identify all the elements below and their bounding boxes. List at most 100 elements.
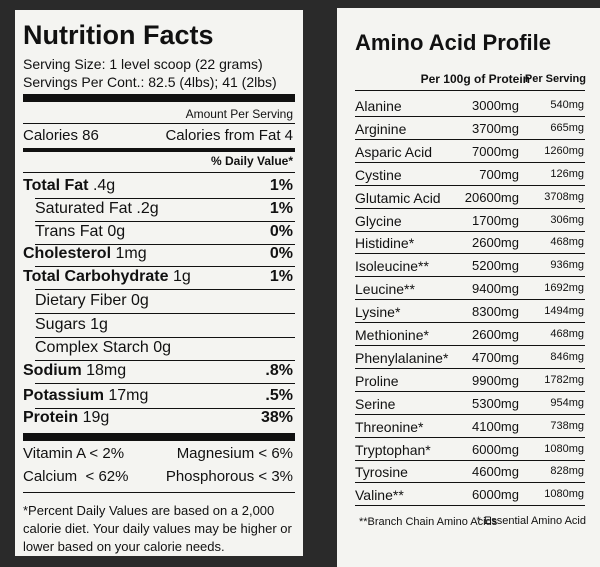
amino-per-serving: 126mg xyxy=(550,167,584,180)
rule xyxy=(355,367,585,369)
footnote-line: lower based on your calorie needs. xyxy=(23,539,225,554)
nutrient-amount: 17mg xyxy=(108,387,149,404)
header-protein: Per 100g of Protein xyxy=(420,72,530,86)
amount-per-serving: Amount Per Serving xyxy=(185,107,293,121)
amino-name: Valine** xyxy=(355,487,404,504)
nutrient-label: Dietary Fiber xyxy=(35,292,127,309)
amino-per-100g: 6000mg xyxy=(472,441,519,457)
rule xyxy=(355,138,585,140)
nutrient-label: Total Carbohydrate xyxy=(23,268,169,285)
daily-value: 38% xyxy=(260,409,293,426)
nutrient-amount: 0g xyxy=(131,292,149,309)
rule xyxy=(355,299,585,301)
nutrient-label: Complex Starch xyxy=(35,339,149,356)
amino-per-serving: 1782mg xyxy=(544,373,584,386)
amino-per-100g: 9400mg xyxy=(472,281,519,297)
amino-name: Leucine** xyxy=(355,281,415,298)
daily-value: 1% xyxy=(269,177,293,194)
rule xyxy=(35,221,295,222)
rule xyxy=(355,345,585,346)
amino-per-100g: 8300mg xyxy=(472,304,519,320)
rule xyxy=(355,322,585,324)
nutrient-line: Complex Starch 0g xyxy=(35,340,171,356)
daily-value: 0% xyxy=(269,245,293,262)
nutrient-line: Dietary Fiber 0g xyxy=(35,293,149,309)
amino-per-serving: 1080mg xyxy=(544,488,584,501)
rule xyxy=(355,276,585,278)
amino-per-serving: 540mg xyxy=(550,99,584,111)
rule xyxy=(35,408,295,409)
amino-name: Serine xyxy=(355,395,396,412)
nutrient-amount: 1g xyxy=(90,316,108,333)
nutrient-amount: 19g xyxy=(82,409,110,426)
amino-name: Tryptophan* xyxy=(355,441,431,458)
rule xyxy=(35,289,295,290)
nutrient-label: Sodium xyxy=(23,362,82,379)
nutrient-line: Total Fat .4g xyxy=(23,178,115,194)
daily-value: 1% xyxy=(269,268,293,285)
amino-per-100g: 9900mg xyxy=(472,372,519,388)
rule xyxy=(35,360,295,361)
rule xyxy=(355,184,585,186)
rule xyxy=(355,390,585,392)
amino-name: Methionine* xyxy=(355,327,429,343)
nutrient-amount: .4g xyxy=(92,177,116,194)
nutrient-amount: 18mg xyxy=(86,362,127,379)
daily-value: .8% xyxy=(265,362,293,379)
footnote-bcaa: **Branch Chain Amino Acids xyxy=(359,516,498,528)
nutrient-label: Protein xyxy=(23,409,79,426)
thick-rule xyxy=(23,433,295,441)
nutrient-line: Protein 19g xyxy=(23,410,109,426)
rule xyxy=(355,413,585,415)
rule xyxy=(35,337,295,338)
rule xyxy=(355,436,585,438)
amino-per-100g: 4700mg xyxy=(472,349,519,365)
nutrient-label: Total Fat xyxy=(23,177,89,194)
amino-per-serving: 1080mg xyxy=(544,442,584,455)
nutrient-line: Trans Fat 0g xyxy=(35,224,125,240)
footnote-essential: * Essential Amino Acid xyxy=(476,515,586,527)
amino-per-serving: 1260mg xyxy=(544,144,584,157)
amino-per-100g: 3700mg xyxy=(472,120,519,136)
nutrient-line: Sodium 18mg xyxy=(23,363,126,379)
rule xyxy=(355,482,585,484)
rule xyxy=(35,198,295,199)
rule xyxy=(355,230,585,232)
amino-per-serving: 1692mg xyxy=(544,282,584,295)
daily-value-header: % Daily Value* xyxy=(210,154,293,168)
amino-per-100g: 4100mg xyxy=(472,418,519,434)
amino-name: Cystine xyxy=(355,166,402,183)
daily-value: 1% xyxy=(269,200,293,217)
nutrition-panel: Nutrition Facts Serving Size: 1 level sc… xyxy=(15,10,303,556)
header-serving: Per Serving xyxy=(524,73,586,85)
nutrient-amount: 0g xyxy=(107,223,126,240)
servings: Servings Per Cont.: 82.5 (4lbs); 41 (2lb… xyxy=(23,74,277,90)
rule xyxy=(355,161,585,163)
rule xyxy=(35,313,295,314)
amino-name: Histidine* xyxy=(355,235,415,252)
amino-per-100g: 2600mg xyxy=(472,327,519,342)
calories: Calories 86 xyxy=(23,127,99,144)
amino-per-100g: 1700mg xyxy=(472,212,519,228)
amino-per-serving: 828mg xyxy=(550,465,584,478)
amino-per-100g: 5300mg xyxy=(472,395,519,411)
footnote-line: *Percent Daily Values are based on a 2,0… xyxy=(23,503,275,518)
rule xyxy=(35,266,295,267)
amino-per-serving: 306mg xyxy=(550,213,584,226)
rule xyxy=(23,492,295,493)
nutrient-label: Trans Fat xyxy=(35,223,103,240)
nutrient-line: Cholesterol 1mg xyxy=(23,246,147,262)
serving-size: Serving Size: 1 level scoop (22 grams) xyxy=(23,56,263,72)
footnote-line: calorie diet. Your daily values may be h… xyxy=(23,521,292,536)
amino-per-100g: 700mg xyxy=(479,166,519,182)
mineral: Vitamin A < 2% xyxy=(23,445,125,462)
amino-name: Proline xyxy=(355,372,399,389)
calories-from-fat: Calories from Fat 4 xyxy=(165,127,293,144)
amino-per-serving: 1494mg xyxy=(544,305,584,318)
amino-name: Arginine xyxy=(355,120,407,137)
nutrient-label: Potassium xyxy=(23,387,104,404)
amino-name: Isoleucine** xyxy=(355,258,429,275)
daily-value: .5% xyxy=(265,387,293,404)
amino-per-serving: 665mg xyxy=(550,121,584,134)
